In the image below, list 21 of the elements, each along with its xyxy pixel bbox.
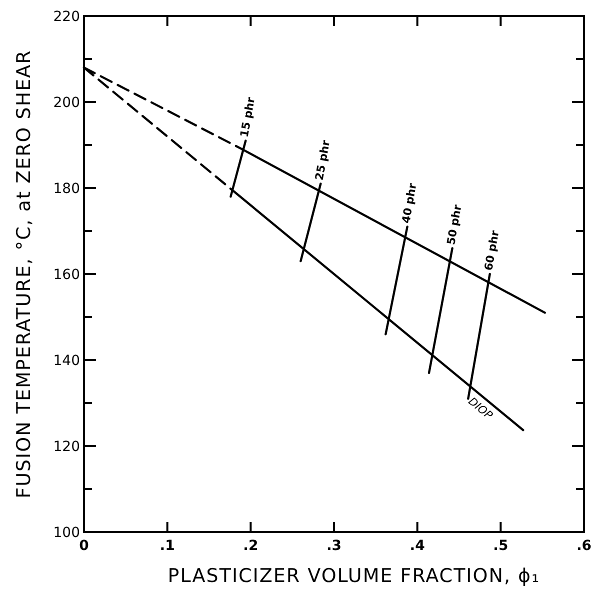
annotation: 60 phr bbox=[482, 229, 502, 272]
x-axis-title: PLASTICIZER VOLUME FRACTION, ϕ₁ bbox=[168, 565, 540, 587]
annotation: 15 phr bbox=[238, 96, 258, 138]
annotation: 25 phr bbox=[312, 138, 333, 182]
y-tick-label: 160 bbox=[53, 266, 80, 283]
x-tick-label: .4 bbox=[410, 538, 426, 554]
y-axis-title: FUSION TEMPERATURE, °C, at ZERO SHEAR bbox=[13, 50, 35, 498]
y-tick-label: 120 bbox=[53, 438, 80, 455]
x-tick-label: .5 bbox=[493, 538, 508, 554]
x-tick-label: .1 bbox=[160, 538, 175, 554]
y-tick-label: 220 bbox=[53, 8, 80, 25]
x-tick-label: .2 bbox=[243, 538, 258, 554]
y-tick-label: 100 bbox=[53, 524, 80, 541]
annotation: 40 phr bbox=[399, 182, 420, 224]
y-tick-label: 140 bbox=[53, 352, 80, 369]
x-tick-label: 0 bbox=[79, 538, 90, 554]
y-tick-label: 200 bbox=[53, 94, 80, 111]
y-tick-label: 180 bbox=[53, 180, 80, 197]
annotation: 50 phr bbox=[444, 203, 464, 246]
x-tick-label: .6 bbox=[576, 538, 592, 554]
x-tick-label: .3 bbox=[326, 538, 342, 554]
